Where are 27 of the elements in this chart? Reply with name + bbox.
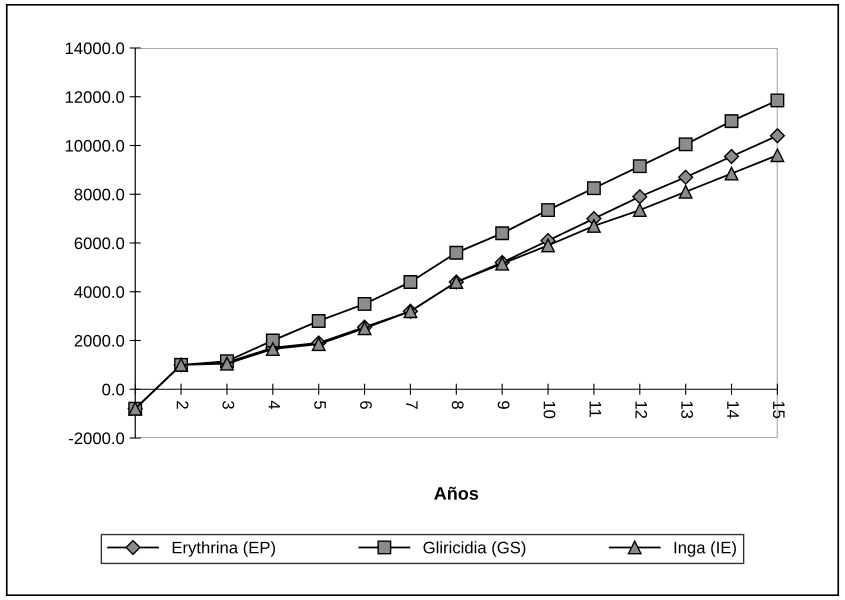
- y-tick-label: 12000.0: [66, 91, 124, 103]
- legend-label: Gliricidia (GS): [424, 541, 526, 557]
- x-tick-label: 4: [268, 400, 280, 410]
- y-tick-label: 8000.0: [74, 188, 124, 200]
- x-tick-label: 9: [498, 401, 510, 409]
- y-tick-label: 10000.0: [66, 140, 124, 152]
- x-tick-label: 6: [360, 401, 372, 409]
- y-tick-label: 6000.0: [74, 237, 124, 250]
- y-tick-label: 0.0: [102, 384, 124, 396]
- y-tick-label: -2000.0: [69, 432, 124, 444]
- x-tick-label: 5: [314, 401, 326, 409]
- x-tick-label: 12: [635, 402, 648, 418]
- x-tick-label: 10: [544, 402, 556, 418]
- x-tick-label: 13: [681, 402, 693, 418]
- x-tick-label: 2: [176, 401, 188, 409]
- legend-label: Inga (IE): [674, 541, 736, 557]
- x-tick-label: 8: [452, 401, 464, 409]
- y-tick-label: 4000.0: [74, 286, 124, 298]
- legend-label: Erythrina (EP): [172, 541, 275, 557]
- x-tick-label: 3: [222, 400, 234, 409]
- x-tick-label: 7: [406, 401, 418, 409]
- y-tick-label: 14000.0: [66, 42, 124, 54]
- x-tick-label: 11: [590, 402, 602, 417]
- x-tick-label: 14: [727, 402, 739, 418]
- x-axis-title: Años: [434, 486, 478, 500]
- x-tick-label: 15: [772, 402, 785, 418]
- y-tick-label: 2000.0: [74, 334, 124, 347]
